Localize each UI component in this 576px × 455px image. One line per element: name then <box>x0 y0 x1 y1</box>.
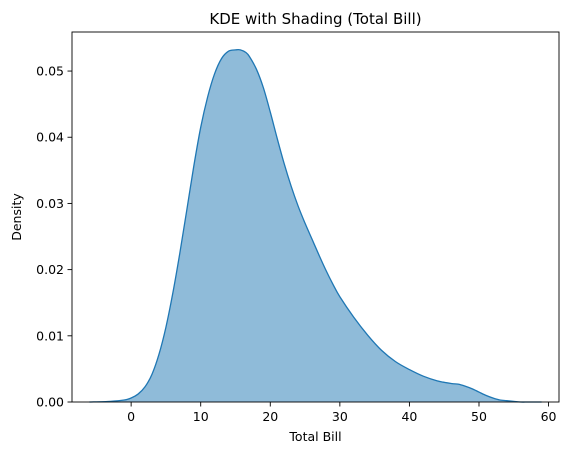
y-tick-label: 0.03 <box>36 196 64 211</box>
kde-density-line <box>89 48 542 403</box>
x-tick-label: 20 <box>262 409 278 424</box>
y-tick-label: 0.04 <box>36 130 64 145</box>
y-tick-label: 0.05 <box>36 64 64 79</box>
x-tick-label: 40 <box>401 409 417 424</box>
x-axis: 0 10 20 30 40 50 60 <box>127 402 557 424</box>
y-tick-label: 0.01 <box>36 328 64 343</box>
y-axis: 0.00 0.01 0.02 0.03 0.04 0.05 <box>36 64 72 410</box>
x-tick-label: 50 <box>471 409 487 424</box>
chart-title: KDE with Shading (Total Bill) <box>209 10 421 28</box>
y-tick-label: 0.00 <box>36 395 64 410</box>
x-tick-label: 0 <box>127 409 135 424</box>
x-axis-title: Total Bill <box>288 429 341 444</box>
plot-area <box>89 48 542 403</box>
y-tick-label: 0.02 <box>36 262 64 277</box>
kde-shaded-area <box>89 49 542 403</box>
axes-frame <box>71 31 560 403</box>
x-tick-label: 60 <box>541 409 557 424</box>
x-tick-label: 10 <box>193 409 209 424</box>
y-axis-title: Density <box>9 193 24 241</box>
x-tick-label: 30 <box>332 409 348 424</box>
